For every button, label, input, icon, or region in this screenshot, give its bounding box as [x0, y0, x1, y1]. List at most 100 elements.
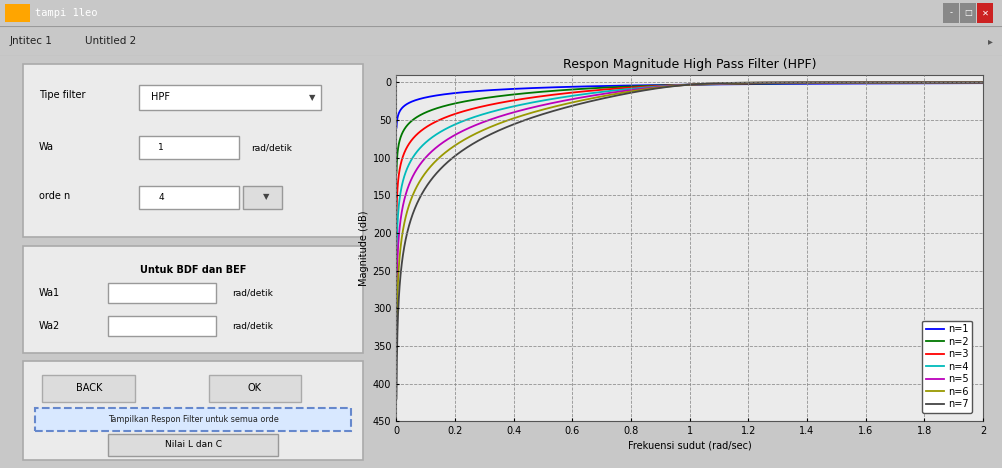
- Bar: [42, 375, 135, 402]
- n=6: [390, 351, 402, 356]
- Text: ▼: ▼: [263, 192, 269, 202]
- n=7: [457, 147, 469, 153]
- Text: Untuk BDF dan BEF: Untuk BDF dan BEF: [139, 265, 246, 275]
- Text: -: -: [949, 8, 951, 17]
- Text: Wa: Wa: [38, 142, 53, 152]
- n=3: [615, 85, 627, 91]
- Text: tampi 1leo: tampi 1leo: [35, 8, 97, 18]
- Text: Tampilkan Respon Filter untuk semua orde: Tampilkan Respon Filter untuk semua orde: [107, 415, 279, 424]
- n=4: [902, 80, 914, 85]
- Line: n=5: n=5: [396, 82, 982, 308]
- n=2: [457, 99, 469, 104]
- Bar: [139, 137, 239, 159]
- n=1: [615, 83, 627, 88]
- n=2: [964, 80, 976, 86]
- Bar: [23, 65, 363, 237]
- n=1: [640, 82, 652, 88]
- Bar: [23, 246, 363, 353]
- n=2: [902, 80, 914, 86]
- n=6: [615, 90, 627, 96]
- n=6: [964, 80, 976, 85]
- n=6: [976, 80, 988, 85]
- Bar: [208, 375, 301, 402]
- Text: ▼: ▼: [309, 93, 315, 102]
- n=5: [457, 128, 469, 133]
- Line: n=2: n=2: [396, 83, 982, 173]
- n=5: [492, 114, 504, 120]
- n=3: [390, 215, 402, 221]
- n=1: [976, 80, 988, 86]
- Line: n=4: n=4: [396, 82, 982, 263]
- n=1: [902, 80, 914, 86]
- n=3: [457, 109, 469, 114]
- Bar: [108, 434, 278, 456]
- Text: rad/detik: rad/detik: [231, 322, 273, 330]
- n=5: [615, 88, 627, 94]
- n=2: [640, 83, 652, 88]
- Text: rad/detik: rad/detik: [250, 143, 292, 152]
- Text: Nilai L dan C: Nilai L dan C: [164, 440, 221, 449]
- Text: Wa2: Wa2: [38, 321, 60, 331]
- n=7: [492, 128, 504, 133]
- Text: ✕: ✕: [981, 8, 987, 17]
- n=1: [492, 87, 504, 93]
- Text: Jntitec 1: Jntitec 1: [10, 36, 53, 46]
- Bar: [942, 2, 958, 23]
- n=2: [976, 80, 988, 86]
- Bar: [35, 408, 351, 431]
- Text: ▸: ▸: [987, 36, 992, 46]
- n=3: [640, 84, 652, 89]
- Text: □: □: [963, 8, 971, 17]
- Line: n=3: n=3: [396, 82, 982, 218]
- Bar: [23, 361, 363, 460]
- n=7: [615, 92, 627, 97]
- n=3: [964, 80, 976, 85]
- n=7: [390, 396, 402, 402]
- Legend: n=1, n=2, n=3, n=4, n=5, n=6, n=7: n=1, n=2, n=3, n=4, n=5, n=6, n=7: [922, 321, 971, 413]
- n=4: [615, 87, 627, 93]
- n=4: [457, 118, 469, 124]
- n=7: [976, 80, 988, 85]
- n=6: [492, 121, 504, 127]
- n=3: [902, 80, 914, 85]
- n=3: [492, 100, 504, 106]
- n=4: [964, 80, 976, 85]
- n=6: [457, 138, 469, 143]
- n=5: [964, 80, 976, 85]
- Text: Untitled 2: Untitled 2: [85, 36, 136, 46]
- Text: orde n: orde n: [38, 191, 70, 201]
- n=4: [390, 260, 402, 266]
- Bar: [959, 2, 975, 23]
- n=4: [640, 85, 652, 90]
- X-axis label: Frekuensi sudut (rad/sec): Frekuensi sudut (rad/sec): [627, 440, 750, 450]
- Text: BACK: BACK: [75, 383, 102, 393]
- Text: 4: 4: [158, 192, 163, 202]
- n=7: [902, 80, 914, 85]
- n=4: [492, 107, 504, 113]
- Bar: [243, 186, 282, 209]
- Text: rad/detik: rad/detik: [231, 288, 273, 298]
- n=1: [964, 80, 976, 86]
- n=2: [615, 84, 627, 90]
- n=2: [492, 94, 504, 99]
- n=5: [902, 80, 914, 85]
- Bar: [976, 2, 992, 23]
- Line: n=7: n=7: [396, 82, 982, 399]
- n=6: [902, 80, 914, 85]
- n=6: [640, 86, 652, 92]
- Text: OK: OK: [247, 383, 262, 393]
- Text: 1: 1: [158, 143, 164, 152]
- Bar: [139, 186, 239, 209]
- n=7: [964, 80, 976, 85]
- n=5: [976, 80, 988, 85]
- n=1: [457, 89, 469, 95]
- Text: HPF: HPF: [150, 92, 169, 102]
- Y-axis label: Magnitude (dB): Magnitude (dB): [358, 210, 368, 286]
- Text: Tipe filter: Tipe filter: [38, 90, 85, 100]
- Text: Wa1: Wa1: [38, 288, 60, 298]
- Title: Respon Magnitude High Pass Filter (HPF): Respon Magnitude High Pass Filter (HPF): [562, 58, 816, 71]
- n=2: [390, 170, 402, 176]
- n=4: [976, 80, 988, 85]
- Line: n=6: n=6: [396, 82, 982, 353]
- Bar: [108, 315, 216, 336]
